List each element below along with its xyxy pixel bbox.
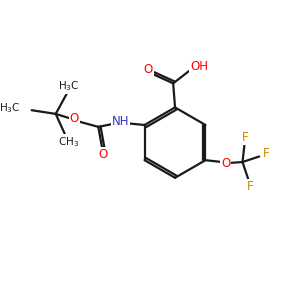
Text: O: O [221, 158, 230, 170]
Text: CH$_3$: CH$_3$ [58, 135, 79, 148]
Text: O: O [70, 112, 79, 125]
Text: O: O [144, 63, 153, 76]
Text: H$_3$C: H$_3$C [58, 79, 80, 93]
Text: O: O [98, 148, 107, 161]
Text: F: F [247, 180, 253, 193]
Text: F: F [242, 131, 249, 145]
Text: NH: NH [112, 115, 129, 128]
Text: OH: OH [190, 60, 208, 73]
Text: H$_3$C: H$_3$C [0, 101, 20, 115]
Text: F: F [263, 147, 270, 160]
